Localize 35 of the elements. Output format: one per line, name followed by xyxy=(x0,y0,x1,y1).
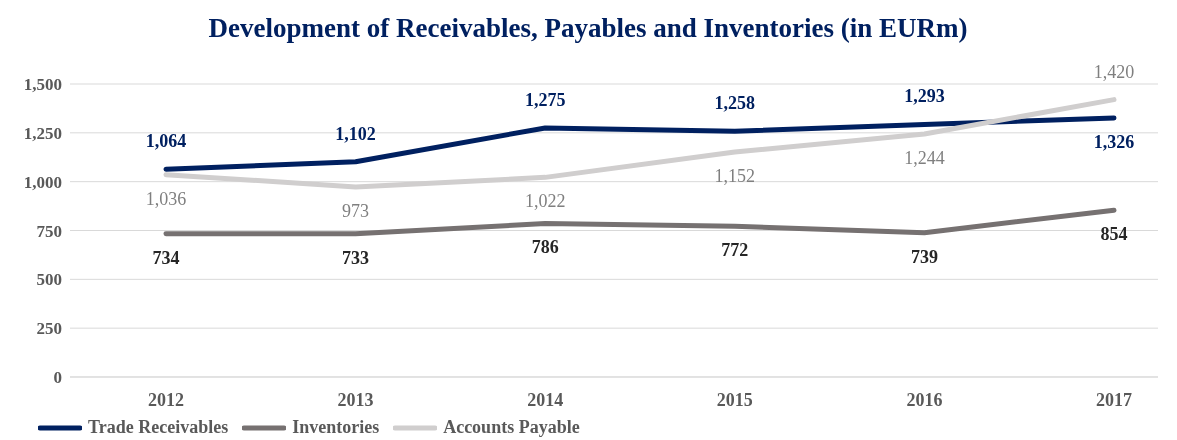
data-label: 854 xyxy=(1100,224,1128,245)
x-tick-label: 2013 xyxy=(337,389,374,410)
y-tick-label: 500 xyxy=(36,270,62,290)
legend-label: Trade Receivables xyxy=(87,417,229,438)
data-label: 1,275 xyxy=(524,89,566,110)
data-label: 1,102 xyxy=(335,123,376,144)
data-label: 734 xyxy=(152,247,180,268)
x-tick-label: 2017 xyxy=(1096,389,1132,410)
data-label: 1,326 xyxy=(1093,131,1135,152)
data-label: 973 xyxy=(342,200,370,221)
data-label: 1,293 xyxy=(904,86,945,107)
data-label: 1,244 xyxy=(904,148,945,169)
data-label: 786 xyxy=(531,237,559,258)
y-tick-label: 1,500 xyxy=(23,75,62,95)
legend-label: Accounts Payable xyxy=(442,417,580,438)
y-tick-label: 0 xyxy=(53,368,62,388)
y-tick-label: 250 xyxy=(36,319,62,339)
x-tick-label: 2014 xyxy=(527,389,564,410)
data-label: 1,064 xyxy=(145,131,187,152)
y-tick-label: 1,000 xyxy=(23,172,62,192)
y-tick-label: 750 xyxy=(36,221,62,241)
legend-label: Inventories xyxy=(291,417,380,438)
data-label: 1,258 xyxy=(714,93,756,114)
y-tick-label: 1,250 xyxy=(23,123,62,143)
x-tick-label: 2016 xyxy=(906,389,943,410)
data-label: 1,420 xyxy=(1093,61,1135,82)
data-label: 1,022 xyxy=(524,191,566,212)
data-label: 733 xyxy=(342,247,370,268)
data-label: 772 xyxy=(721,240,749,261)
data-label: 739 xyxy=(910,246,938,267)
x-tick-label: 2015 xyxy=(716,389,753,410)
x-tick-label: 2012 xyxy=(148,389,184,410)
data-label: 1,036 xyxy=(145,188,187,209)
chart-title: Development of Receivables, Payables and Inventories (in EURm) xyxy=(207,12,969,45)
data-label: 1,152 xyxy=(714,165,756,186)
